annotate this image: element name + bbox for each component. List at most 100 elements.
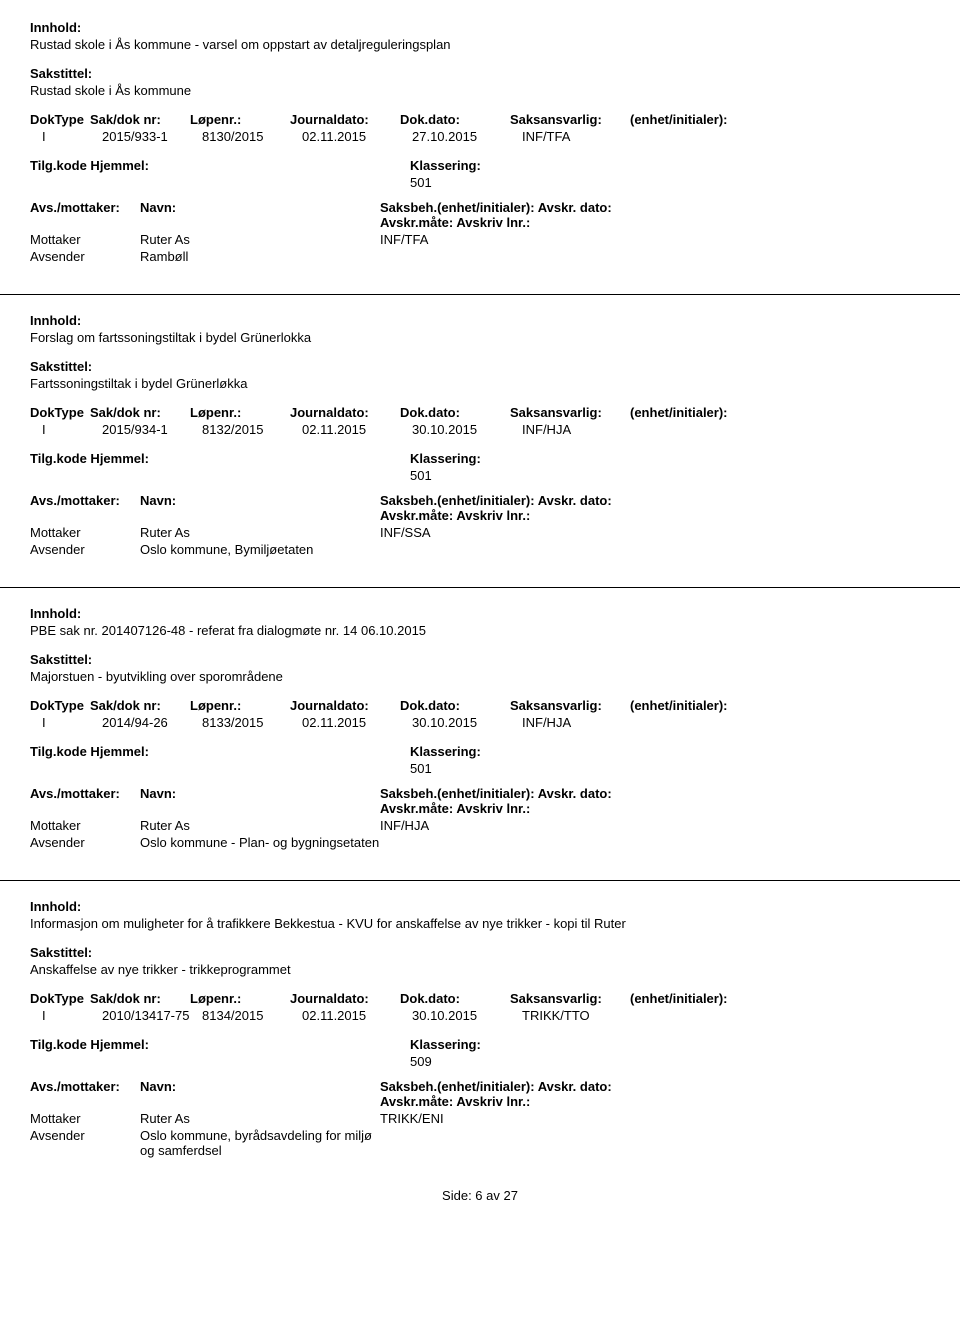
meta-header-row: DokType Sak/dok nr: Løpenr.: Journaldato… xyxy=(30,405,930,420)
saknr-val: 2015/933-1 xyxy=(102,129,202,144)
sakstittel-text: Fartssoningstiltak i bydel Grünerløkka xyxy=(30,376,930,391)
saksbeh-hdr: Saksbeh.(enhet/initialer): xyxy=(380,200,535,215)
avsender-row: Avsender Oslo kommune, Bymiljøetaten xyxy=(30,542,930,557)
ddato-hdr: Dok.dato: xyxy=(400,991,510,1006)
avskrdato-hdr: Avskr. dato: xyxy=(538,786,612,801)
sakstittel-label: Sakstittel: xyxy=(30,359,930,374)
enhet-hdr: (enhet/initialer): xyxy=(630,991,780,1006)
doktype-val: I xyxy=(30,422,102,437)
lopenr-hdr: Løpenr.: xyxy=(190,991,290,1006)
avsmot-hdr: Avs./mottaker: xyxy=(30,493,140,523)
record-divider xyxy=(0,880,960,881)
avskrmate-hdr: Avskr.måte: xyxy=(380,1094,453,1109)
ddato-hdr: Dok.dato: xyxy=(400,698,510,713)
saknr-val: 2010/13417-75 xyxy=(102,1008,202,1023)
sakstittel-text: Majorstuen - byutvikling over sporområde… xyxy=(30,669,930,684)
meta-value-row: I 2015/934-1 8132/2015 02.11.2015 30.10.… xyxy=(30,422,930,437)
ddato-val: 30.10.2015 xyxy=(412,715,522,730)
doktype-hdr: DokType xyxy=(30,698,90,713)
doktype-hdr: DokType xyxy=(30,991,90,1006)
avsender-row: Avsender Oslo kommune, byrådsavdeling fo… xyxy=(30,1128,930,1158)
avsmot-hdr: Avs./mottaker: xyxy=(30,786,140,816)
tilg-klass-val-row: 501 xyxy=(30,468,930,483)
tilg-klass-hdr-row: Tilg.kode Hjemmel: Klassering: xyxy=(30,1037,930,1052)
avskrivlnr-hdr: Avskriv lnr.: xyxy=(456,215,530,230)
avsender-label: Avsender xyxy=(30,1128,140,1158)
innhold-text: Forslag om fartssoningstiltak i bydel Gr… xyxy=(30,330,930,345)
meta-value-row: I 2014/94-26 8133/2015 02.11.2015 30.10.… xyxy=(30,715,930,730)
page-footer: Side: 6 av 27 xyxy=(30,1188,930,1203)
mottaker-label: Mottaker xyxy=(30,818,140,833)
lopenr-hdr: Løpenr.: xyxy=(190,405,290,420)
klass-hdr: Klassering: xyxy=(410,744,481,759)
enhet-hdr: (enhet/initialer): xyxy=(630,112,780,127)
sakstittel-label: Sakstittel: xyxy=(30,66,930,81)
saknr-val: 2015/934-1 xyxy=(102,422,202,437)
innhold-text: Informasjon om muligheter for å trafikke… xyxy=(30,916,930,931)
enhet-hdr: (enhet/initialer): xyxy=(630,698,780,713)
tilg-klass-val-row: 501 xyxy=(30,761,930,776)
innhold-text: Rustad skole i Ås kommune - varsel om op… xyxy=(30,37,930,52)
avsmot-hdr: Avs./mottaker: xyxy=(30,200,140,230)
lopenr-val: 8133/2015 xyxy=(202,715,302,730)
tilg-hdr: Tilg.kode Hjemmel: xyxy=(30,451,410,466)
avsender-label: Avsender xyxy=(30,249,140,264)
saknr-hdr: Sak/dok nr: xyxy=(90,112,190,127)
klass-val: 501 xyxy=(410,468,432,483)
record-divider xyxy=(0,587,960,588)
party-hdr-row: Avs./mottaker: Navn: Saksbeh.(enhet/init… xyxy=(30,1079,930,1109)
jdato-val: 02.11.2015 xyxy=(302,422,412,437)
saksbeh-hdr: Saksbeh.(enhet/initialer): xyxy=(380,493,535,508)
saksbeh-val: INF/TFA xyxy=(380,232,428,247)
tilg-klass-val-row: 501 xyxy=(30,175,930,190)
mottaker-row: Mottaker Ruter As TRIKK/ENI xyxy=(30,1111,930,1126)
lopenr-val: 8134/2015 xyxy=(202,1008,302,1023)
ddato-val: 27.10.2015 xyxy=(412,129,522,144)
innhold-text: PBE sak nr. 201407126-48 - referat fra d… xyxy=(30,623,930,638)
record-divider xyxy=(0,294,960,295)
party-hdr-row: Avs./mottaker: Navn: Saksbeh.(enhet/init… xyxy=(30,200,930,230)
avskrivlnr-hdr: Avskriv lnr.: xyxy=(456,508,530,523)
ansv-hdr: Saksansvarlig: xyxy=(510,991,630,1006)
mottaker-row: Mottaker Ruter As INF/SSA xyxy=(30,525,930,540)
journal-record: Innhold: Rustad skole i Ås kommune - var… xyxy=(30,20,930,264)
sakstittel-label: Sakstittel: xyxy=(30,945,930,960)
mottaker-label: Mottaker xyxy=(30,232,140,247)
doktype-val: I xyxy=(30,715,102,730)
mottaker-navn: Ruter As xyxy=(140,818,380,833)
avsender-navn: Oslo kommune, Bymiljøetaten xyxy=(140,542,380,557)
doktype-hdr: DokType xyxy=(30,405,90,420)
saksbeh-val: TRIKK/ENI xyxy=(380,1111,444,1126)
jdato-hdr: Journaldato: xyxy=(290,112,400,127)
jdato-val: 02.11.2015 xyxy=(302,129,412,144)
avskrivlnr-hdr: Avskriv lnr.: xyxy=(456,801,530,816)
avsender-row: Avsender Rambøll xyxy=(30,249,930,264)
mottaker-navn: Ruter As xyxy=(140,525,380,540)
avskrdato-hdr: Avskr. dato: xyxy=(538,493,612,508)
mottaker-navn: Ruter As xyxy=(140,1111,380,1126)
ansv-val: INF/TFA xyxy=(522,129,642,144)
jdato-hdr: Journaldato: xyxy=(290,698,400,713)
klass-val: 501 xyxy=(410,175,432,190)
tilg-klass-hdr-row: Tilg.kode Hjemmel: Klassering: xyxy=(30,158,930,173)
avsender-navn: Oslo kommune - Plan- og bygningsetaten xyxy=(140,835,380,850)
saknr-hdr: Sak/dok nr: xyxy=(90,991,190,1006)
meta-value-row: I 2015/933-1 8130/2015 02.11.2015 27.10.… xyxy=(30,129,930,144)
klass-val: 509 xyxy=(410,1054,432,1069)
klass-hdr: Klassering: xyxy=(410,1037,481,1052)
tilg-hdr: Tilg.kode Hjemmel: xyxy=(30,744,410,759)
lopenr-hdr: Løpenr.: xyxy=(190,112,290,127)
saksbeh-hdr: Saksbeh.(enhet/initialer): xyxy=(380,786,535,801)
ddato-val: 30.10.2015 xyxy=(412,1008,522,1023)
avsender-label: Avsender xyxy=(30,542,140,557)
navn-hdr: Navn: xyxy=(140,493,380,523)
meta-value-row: I 2010/13417-75 8134/2015 02.11.2015 30.… xyxy=(30,1008,930,1023)
ansv-hdr: Saksansvarlig: xyxy=(510,405,630,420)
mottaker-label: Mottaker xyxy=(30,525,140,540)
sakstittel-label: Sakstittel: xyxy=(30,652,930,667)
innhold-label: Innhold: xyxy=(30,313,930,328)
jdato-hdr: Journaldato: xyxy=(290,405,400,420)
doktype-hdr: DokType xyxy=(30,112,90,127)
tilg-hdr: Tilg.kode Hjemmel: xyxy=(30,1037,410,1052)
tilg-klass-hdr-row: Tilg.kode Hjemmel: Klassering: xyxy=(30,744,930,759)
